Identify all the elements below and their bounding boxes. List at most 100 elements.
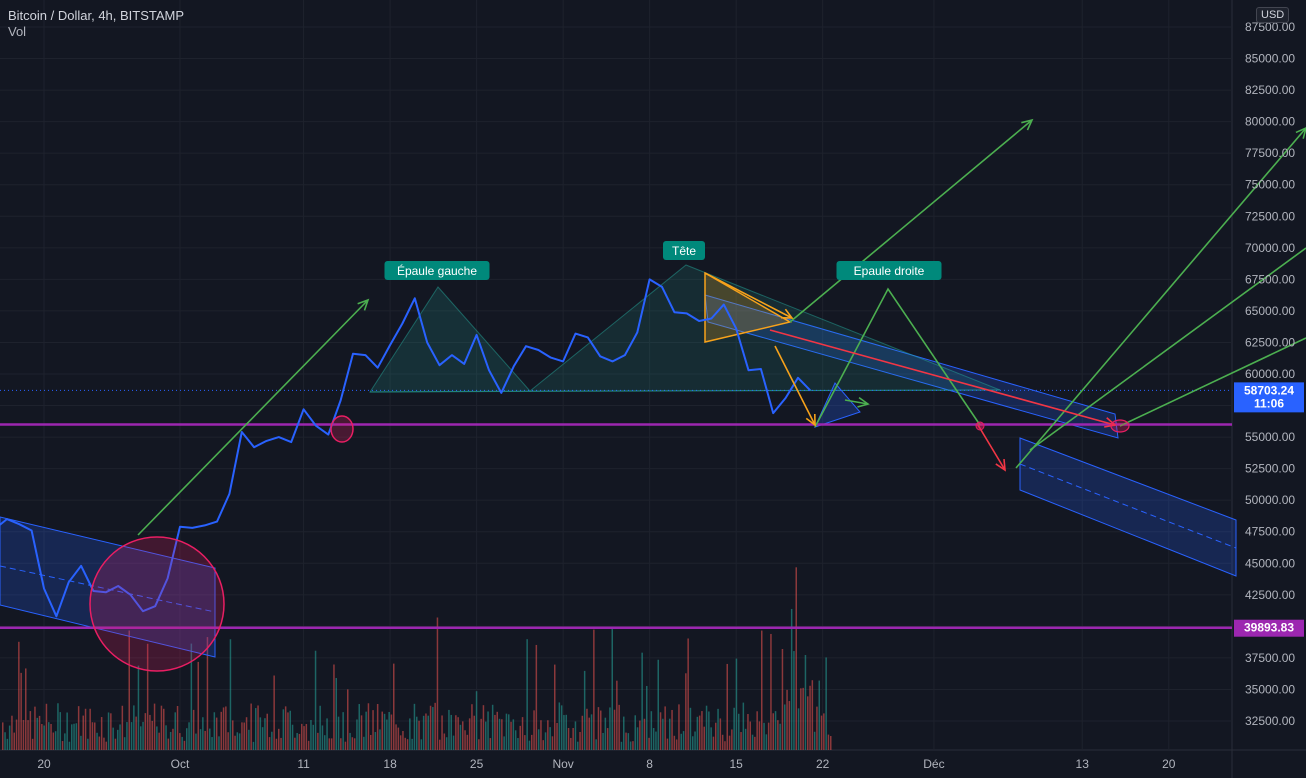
volume-bar bbox=[163, 708, 165, 750]
volume-bar bbox=[485, 721, 487, 750]
orange-triangle-arrow bbox=[704, 272, 793, 319]
volume-bar bbox=[510, 721, 512, 750]
up-line-4 bbox=[1029, 247, 1306, 451]
volume-bar bbox=[57, 703, 59, 750]
volume-bar bbox=[321, 725, 324, 750]
volume-bar bbox=[20, 672, 22, 750]
price-tick-label: 67500.00 bbox=[1245, 272, 1295, 286]
volume-bar bbox=[402, 730, 404, 750]
volume-bar bbox=[600, 710, 602, 750]
volume-bar bbox=[680, 733, 682, 750]
volume-bar bbox=[340, 738, 342, 750]
symbol-title[interactable]: Bitcoin / Dollar, 4h, BITSTAMP bbox=[8, 8, 185, 23]
volume-bar bbox=[761, 630, 763, 750]
volume-bar bbox=[273, 675, 275, 750]
volume-bar bbox=[636, 727, 639, 750]
volume-bar bbox=[179, 733, 181, 750]
volume-bar bbox=[335, 677, 337, 750]
volume-bar bbox=[542, 740, 544, 750]
head-shoulders-pattern bbox=[369, 264, 1001, 428]
volume-bar bbox=[243, 722, 245, 750]
volume-bar bbox=[50, 723, 52, 750]
volume-bar bbox=[236, 732, 239, 750]
volume-bar bbox=[351, 737, 354, 750]
price-tick-label: 85000.00 bbox=[1245, 52, 1295, 66]
volume-bar bbox=[319, 705, 321, 750]
volume-bar bbox=[512, 719, 515, 750]
volume-bar bbox=[537, 729, 540, 750]
descending-channel-right bbox=[1019, 437, 1237, 577]
volume-bar bbox=[206, 637, 209, 750]
volume-bar bbox=[68, 741, 71, 750]
volume-bar bbox=[271, 731, 273, 750]
volume-bar bbox=[280, 737, 282, 750]
volume-bar bbox=[388, 711, 390, 750]
volume-bar bbox=[646, 685, 648, 750]
volume-bar bbox=[291, 724, 294, 750]
volume-indicator-label[interactable]: Vol bbox=[8, 24, 27, 39]
highlight-dot bbox=[975, 421, 985, 431]
time-tick-label: 25 bbox=[470, 757, 484, 771]
volume-bar bbox=[457, 717, 459, 750]
volume-bar bbox=[738, 713, 740, 750]
volume-bar bbox=[800, 688, 802, 750]
volume-bar bbox=[255, 708, 257, 750]
volume-bar bbox=[581, 715, 584, 750]
volume-bar bbox=[491, 704, 494, 750]
time-tick-label: 22 bbox=[816, 757, 830, 771]
volume-bar bbox=[478, 739, 480, 750]
volume-bar bbox=[659, 712, 662, 750]
volume-bar bbox=[307, 740, 310, 750]
time-axis[interactable]: 20 Oct 11 18 25 Nov 8 15 22 Déc 13 20 bbox=[37, 757, 1175, 771]
volume-bar bbox=[816, 706, 818, 750]
orange-down-arrow bbox=[774, 345, 816, 426]
volume-bar bbox=[577, 741, 579, 750]
volume-bar bbox=[303, 726, 305, 750]
volume-bar bbox=[406, 739, 409, 750]
volume-bar bbox=[772, 713, 774, 750]
volume-bar bbox=[84, 708, 87, 750]
volume-bar bbox=[305, 723, 308, 750]
volume-bar bbox=[146, 643, 149, 750]
highlight-circle-small bbox=[330, 415, 354, 443]
volume-bar bbox=[204, 730, 206, 750]
highlight-circle-right bbox=[1110, 419, 1130, 433]
price-tick-label: 80000.00 bbox=[1245, 115, 1295, 129]
price-axis[interactable]: 87500.00 85000.00 82500.00 80000.00 77500.00… bbox=[1234, 20, 1304, 728]
volume-bar bbox=[215, 717, 218, 750]
volume-bar bbox=[225, 706, 227, 750]
volume-bar bbox=[344, 741, 347, 750]
volume-bar bbox=[602, 732, 604, 750]
volume-bar bbox=[471, 704, 473, 750]
volume-bar bbox=[266, 713, 268, 750]
volume-bar bbox=[533, 710, 535, 750]
right-shoulder-label: Epaule droite bbox=[854, 264, 925, 278]
volume-bar bbox=[324, 735, 326, 750]
volume-bar bbox=[250, 703, 252, 750]
volume-bar bbox=[777, 720, 779, 750]
price-tick-label: 37500.00 bbox=[1245, 651, 1295, 665]
currency-button[interactable]: USD bbox=[1256, 7, 1290, 23]
volume-bar bbox=[278, 728, 280, 750]
volume-bar bbox=[802, 687, 804, 750]
volume-bar bbox=[439, 739, 441, 750]
volume-bar bbox=[192, 709, 195, 750]
volume-bar bbox=[604, 717, 607, 750]
up-line-5 bbox=[1119, 337, 1306, 427]
volume-bars bbox=[2, 567, 832, 750]
volume-bar bbox=[376, 704, 379, 750]
volume-bar bbox=[190, 643, 193, 750]
price-tick-label: 32500.00 bbox=[1245, 714, 1295, 728]
volume-bar bbox=[756, 711, 758, 750]
volume-bar bbox=[45, 703, 48, 750]
volume-bar bbox=[284, 706, 287, 750]
volume-bar bbox=[241, 722, 243, 750]
volume-bar bbox=[825, 657, 827, 750]
volume-bar bbox=[289, 710, 291, 750]
volume-bar bbox=[153, 703, 156, 750]
volume-bar bbox=[455, 715, 457, 750]
volume-bar bbox=[685, 673, 687, 750]
volume-bar bbox=[466, 734, 469, 750]
current-price-tag-bg bbox=[1234, 382, 1304, 413]
